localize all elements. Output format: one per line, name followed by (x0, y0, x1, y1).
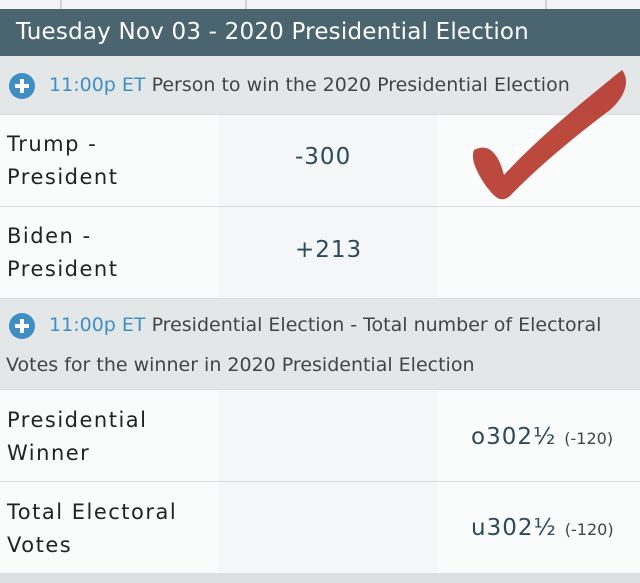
selection-label-line: Trump - (7, 132, 98, 156)
odds-value[interactable]: o302½ (-120) (471, 424, 613, 450)
selection-label-line: President (7, 257, 119, 281)
expand-plus-icon[interactable] (9, 72, 35, 99)
selection-label-line: Votes (7, 533, 73, 557)
bottom-divider (0, 573, 640, 583)
selection-label-line: Biden - (7, 224, 92, 248)
event-title: Tuesday Nov 03 - 2020 Presidential Elect… (16, 19, 529, 45)
selection-label: Biden - President (7, 220, 212, 286)
selection-label: Trump - President (7, 128, 212, 194)
market-title-continued: Votes for the winner in 2020 Presidentia… (6, 354, 475, 376)
selection-label-line: President (7, 165, 119, 189)
odds-cell[interactable]: +213 (219, 207, 437, 298)
top-strip (0, 0, 640, 9)
odds-price: (-120) (564, 429, 614, 448)
selection-label: Presidential Winner (7, 404, 212, 470)
selection-label-line: Winner (7, 441, 91, 465)
expand-plus-icon[interactable] (9, 312, 35, 339)
divider (545, 0, 547, 9)
odds-value[interactable]: u302½ (-120) (471, 515, 614, 541)
odds-value[interactable]: +213 (295, 237, 363, 263)
total-line: o302½ (471, 424, 557, 450)
market-title: Person to win the 2020 Presidential Elec… (151, 74, 570, 96)
empty-cell (219, 390, 437, 481)
selection-row-total-electoral-votes: u302½ (-120) Total Electoral Votes (0, 481, 640, 573)
market-time: 11:00p ET (49, 314, 146, 336)
divider (245, 0, 247, 9)
odds-value[interactable]: -300 (295, 144, 352, 170)
selection-row-biden: +213 Biden - President (0, 206, 640, 298)
total-line: u302½ (471, 515, 557, 541)
empty-cell (437, 207, 640, 298)
market-header-electoral-votes[interactable]: 11:00p ET Presidential Election - Total … (0, 298, 640, 389)
market-title: Presidential Election - Total number of … (151, 314, 602, 336)
market-header-winner[interactable]: 11:00p ET Person to win the 2020 Preside… (0, 56, 640, 114)
odds-cell[interactable]: -300 (219, 115, 437, 206)
empty-cell (437, 115, 640, 206)
odds-price: (-120) (564, 520, 614, 539)
selection-row-presidential-winner: o302½ (-120) Presidential Winner (0, 389, 640, 481)
divider (60, 0, 62, 9)
selection-label-line: Presidential (7, 408, 148, 432)
market-time: 11:00p ET (49, 74, 146, 96)
selection-row-trump: -300 Trump - President (0, 114, 640, 206)
odds-cell[interactable]: u302½ (-120) (437, 482, 640, 573)
selection-label-line: Total Electoral (7, 500, 178, 524)
odds-cell[interactable]: o302½ (-120) (437, 390, 640, 481)
event-header: Tuesday Nov 03 - 2020 Presidential Elect… (0, 9, 640, 56)
empty-cell (219, 482, 437, 573)
selection-label: Total Electoral Votes (7, 496, 212, 562)
